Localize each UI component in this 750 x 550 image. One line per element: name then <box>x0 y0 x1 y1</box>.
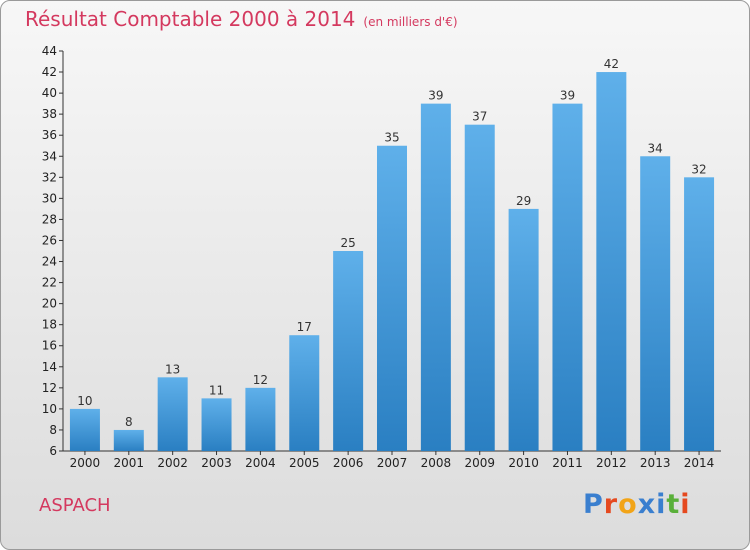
bar-2014 <box>684 177 715 451</box>
logo-letter: t <box>666 489 681 520</box>
y-tick-label: 8 <box>49 423 57 437</box>
commune-name: ASPACH <box>39 495 111 516</box>
logo-letter: x <box>637 489 657 520</box>
x-tick-label-2000: 2000 <box>70 456 101 470</box>
value-label-2008: 39 <box>428 89 443 103</box>
y-tick-label: 10 <box>42 402 57 416</box>
value-label-2003: 11 <box>209 383 224 397</box>
value-label-2009: 37 <box>472 110 487 124</box>
value-label-2004: 12 <box>253 373 268 387</box>
bar-2000 <box>69 408 100 451</box>
logo-letter: o <box>618 489 638 520</box>
y-tick-label: 42 <box>42 65 57 79</box>
chart-subtitle: (en milliers d'€) <box>363 15 458 29</box>
value-label-2010: 29 <box>516 194 531 208</box>
chart-title: Résultat Comptable 2000 à 2014 (en millie… <box>25 7 458 31</box>
x-tick-label-2007: 2007 <box>377 456 408 470</box>
y-tick-label: 44 <box>42 44 57 58</box>
y-tick-label: 34 <box>42 149 57 163</box>
bar-2012 <box>596 72 627 451</box>
bar-2003 <box>201 398 232 451</box>
proxiti-logo: Proxiti <box>583 489 691 520</box>
bar-2008 <box>420 103 451 451</box>
value-label-2000: 10 <box>77 394 92 408</box>
value-label-2014: 32 <box>691 162 706 176</box>
logo-letter: P <box>583 489 604 520</box>
y-tick-label: 16 <box>42 339 57 353</box>
x-tick-label-2014: 2014 <box>684 456 715 470</box>
x-tick-label-2009: 2009 <box>464 456 495 470</box>
bar-2013 <box>640 156 671 451</box>
x-tick-label-2012: 2012 <box>596 456 627 470</box>
y-tick-label: 24 <box>42 255 57 269</box>
y-tick-label: 36 <box>42 128 57 142</box>
value-label-2005: 17 <box>297 320 312 334</box>
value-label-2011: 39 <box>560 89 575 103</box>
x-tick-label-2003: 2003 <box>201 456 232 470</box>
chart-title-text: Résultat Comptable 2000 à 2014 <box>25 7 356 31</box>
y-tick-label: 22 <box>42 276 57 290</box>
y-tick-label: 14 <box>42 360 57 374</box>
x-tick-label-2002: 2002 <box>157 456 188 470</box>
x-tick-label-2011: 2011 <box>552 456 583 470</box>
bar-2009 <box>464 124 495 452</box>
bar-2002 <box>157 377 188 451</box>
logo-letter: i <box>656 489 667 520</box>
y-tick-label: 20 <box>42 297 57 311</box>
value-label-2006: 25 <box>340 236 355 250</box>
bar-2006 <box>333 251 364 451</box>
x-tick-label-2013: 2013 <box>640 456 671 470</box>
y-tick-label: 30 <box>42 191 57 205</box>
y-tick-label: 18 <box>42 318 57 332</box>
value-label-2013: 34 <box>648 141 663 155</box>
logo-letter: r <box>603 489 619 520</box>
x-tick-label-2006: 2006 <box>333 456 364 470</box>
bar-2001 <box>113 429 144 451</box>
logo-letter: i <box>680 489 691 520</box>
x-tick-label-2005: 2005 <box>289 456 320 470</box>
value-label-2012: 42 <box>604 57 619 71</box>
y-tick-label: 40 <box>42 86 57 100</box>
y-tick-label: 38 <box>42 107 57 121</box>
y-tick-label: 32 <box>42 170 57 184</box>
bar-2007 <box>377 145 407 451</box>
bar-2004 <box>245 387 276 451</box>
x-tick-label-2010: 2010 <box>508 456 539 470</box>
y-tick-label: 12 <box>42 381 57 395</box>
x-tick-label-2001: 2001 <box>114 456 145 470</box>
y-tick-label: 6 <box>49 444 57 458</box>
bar-2005 <box>289 335 320 451</box>
value-label-2002: 13 <box>165 362 180 376</box>
y-tick-label: 26 <box>42 233 57 247</box>
y-tick-label: 28 <box>42 212 57 226</box>
value-label-2001: 8 <box>125 415 133 429</box>
x-tick-label-2008: 2008 <box>421 456 452 470</box>
value-label-2007: 35 <box>384 131 399 145</box>
x-tick-label-2004: 2004 <box>245 456 276 470</box>
bar-2010 <box>508 208 539 451</box>
bar-2011 <box>552 103 583 451</box>
